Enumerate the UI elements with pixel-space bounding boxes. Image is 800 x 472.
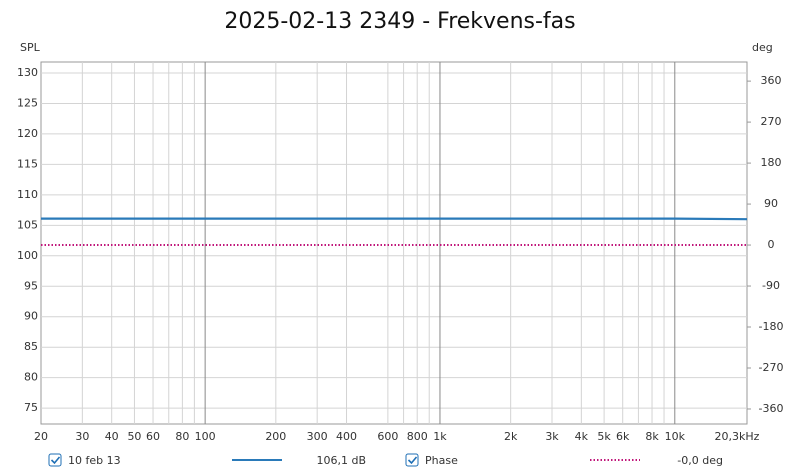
legend-label: 10 feb 13: [68, 454, 121, 467]
y2-tick-label: 0: [768, 238, 775, 251]
x-tick-label: 1k: [433, 430, 447, 443]
x-tick-label: 6k: [616, 430, 630, 443]
y2-tick-label: 90: [764, 197, 778, 210]
y-axis-label: SPL: [20, 41, 41, 54]
y-tick-label: 125: [17, 96, 38, 109]
y2-tick-label: -270: [759, 361, 784, 374]
y-tick-label: 115: [17, 157, 38, 170]
series-line: [41, 217, 748, 221]
y-tick-label: 85: [24, 340, 38, 353]
y-tick-label: 100: [17, 249, 38, 262]
x-tick-label: 20: [34, 430, 48, 443]
x-tick-label: 300: [307, 430, 328, 443]
y-tick-label: 75: [24, 401, 38, 414]
x-tick-label: 800: [407, 430, 428, 443]
y-tick-label: 90: [24, 310, 38, 323]
x-tick-label: 50: [127, 430, 141, 443]
y2-tick-label: -360: [759, 402, 784, 415]
x-tick-label: 8k: [645, 430, 659, 443]
x-tick-label: 3k: [545, 430, 559, 443]
plot-area: [40, 61, 748, 425]
x-tick-label: 40: [105, 430, 119, 443]
x-tick-label: 600: [377, 430, 398, 443]
x-tick-label: 20,3kHz: [715, 430, 760, 443]
x-tick-label: 5k: [597, 430, 611, 443]
y-tick-label: 120: [17, 127, 38, 140]
x-tick-label: 400: [336, 430, 357, 443]
legend-label: Phase: [425, 454, 458, 467]
y2-tick-label: 360: [761, 74, 782, 87]
y2-tick-label: -180: [759, 320, 784, 333]
x-tick-label: 30: [75, 430, 89, 443]
y2-tick-label: -90: [762, 279, 780, 292]
y-tick-label: 110: [17, 188, 38, 201]
checkbox[interactable]: [48, 453, 62, 467]
y-tick-label: 95: [24, 279, 38, 292]
y2-tick-label: 270: [761, 115, 782, 128]
x-tick-label: 80: [175, 430, 189, 443]
y2-axis-label: deg: [752, 41, 773, 54]
y-tick-label: 80: [24, 371, 38, 384]
x-tick-label: 200: [265, 430, 286, 443]
x-tick-label: 4k: [575, 430, 589, 443]
x-tick-label: 2k: [504, 430, 518, 443]
checkbox[interactable]: [405, 453, 419, 467]
legend-readout: -0,0 deg: [677, 454, 723, 467]
y2-tick-label: 180: [761, 156, 782, 169]
y-tick-label: 105: [17, 218, 38, 231]
x-tick-label: 100: [195, 430, 216, 443]
chart-title: 2025-02-13 2349 - Frekvens-fas: [224, 9, 575, 34]
x-tick-label: 10k: [665, 430, 686, 443]
legend-readout: 106,1 dB: [316, 454, 366, 467]
y-tick-label: 130: [17, 66, 38, 79]
x-tick-label: 60: [146, 430, 160, 443]
